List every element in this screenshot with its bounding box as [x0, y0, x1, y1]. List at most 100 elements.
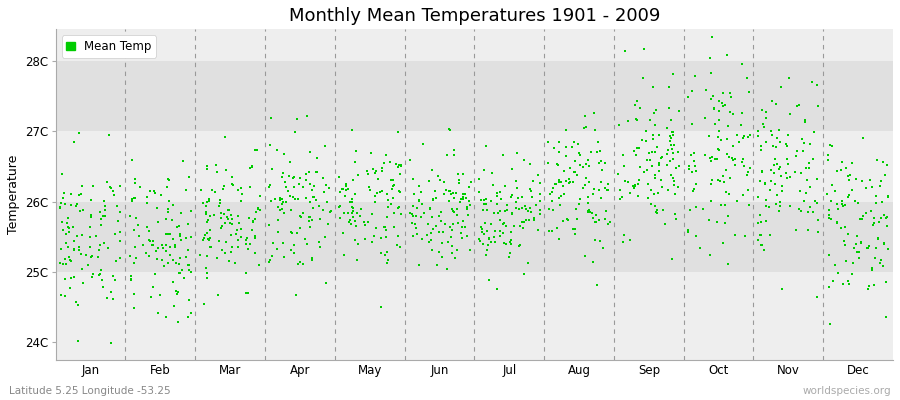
Point — [522, 204, 536, 211]
Point — [505, 210, 519, 216]
Point — [824, 182, 839, 188]
Point — [59, 261, 74, 268]
Point — [514, 218, 528, 225]
Point — [454, 230, 468, 236]
Point — [112, 229, 127, 235]
Point — [518, 217, 533, 223]
Point — [446, 208, 461, 214]
Point — [472, 238, 487, 244]
Point — [751, 220, 765, 226]
Point — [310, 169, 324, 176]
Point — [127, 305, 141, 312]
Point — [734, 158, 749, 165]
Point — [404, 220, 419, 226]
Point — [668, 211, 682, 218]
Point — [292, 225, 307, 231]
Point — [184, 208, 199, 214]
Point — [75, 266, 89, 272]
Point — [275, 240, 290, 246]
Point — [552, 178, 566, 185]
Point — [586, 191, 600, 197]
Point — [796, 148, 811, 154]
Point — [288, 196, 302, 202]
Point — [803, 141, 817, 148]
Point — [778, 170, 793, 176]
Point — [368, 193, 382, 200]
Point — [212, 238, 227, 244]
Point — [283, 192, 297, 199]
Point — [339, 181, 354, 187]
Point — [299, 170, 313, 177]
Point — [276, 253, 291, 260]
Point — [881, 193, 896, 199]
Point — [175, 267, 189, 273]
Point — [671, 108, 686, 114]
Point — [513, 242, 527, 248]
Point — [566, 139, 580, 145]
Point — [136, 242, 150, 248]
Point — [95, 284, 110, 290]
Point — [411, 198, 426, 204]
Point — [544, 228, 559, 234]
Point — [71, 338, 86, 344]
Point — [850, 199, 865, 206]
Point — [97, 240, 112, 246]
Point — [95, 277, 110, 283]
Point — [753, 232, 768, 238]
Point — [309, 197, 323, 203]
Point — [725, 143, 740, 149]
Point — [775, 285, 789, 292]
Point — [382, 158, 397, 165]
Point — [842, 172, 857, 178]
Point — [384, 176, 399, 183]
Point — [793, 188, 807, 194]
Point — [737, 133, 751, 139]
Point — [94, 222, 108, 228]
Point — [405, 210, 419, 217]
Point — [182, 266, 196, 273]
Point — [611, 170, 625, 177]
Point — [455, 191, 470, 197]
Point — [841, 231, 855, 237]
Point — [488, 238, 502, 245]
Point — [285, 230, 300, 236]
Point — [686, 188, 700, 194]
Point — [831, 206, 845, 212]
Point — [443, 224, 457, 230]
Point — [789, 226, 804, 233]
Point — [493, 228, 508, 234]
Point — [725, 111, 740, 117]
Point — [492, 208, 507, 214]
Point — [208, 189, 222, 196]
Point — [627, 183, 642, 189]
Point — [273, 196, 287, 202]
Point — [617, 178, 632, 184]
Point — [443, 127, 457, 133]
Point — [332, 202, 347, 209]
Point — [662, 158, 677, 165]
Point — [703, 154, 717, 161]
Point — [429, 262, 444, 268]
Point — [168, 242, 183, 249]
Point — [290, 116, 304, 123]
Point — [755, 242, 770, 248]
Point — [759, 115, 773, 121]
Point — [105, 188, 120, 194]
Point — [154, 192, 168, 198]
Point — [500, 241, 514, 247]
Point — [299, 195, 313, 202]
Point — [264, 182, 278, 188]
Point — [313, 216, 328, 222]
Point — [221, 206, 236, 213]
Point — [202, 198, 216, 204]
Point — [661, 187, 675, 194]
Point — [472, 236, 486, 242]
Point — [289, 292, 303, 298]
Y-axis label: Temperature: Temperature — [7, 155, 20, 234]
Point — [126, 227, 140, 233]
Point — [377, 252, 392, 258]
Point — [723, 90, 737, 96]
Point — [800, 209, 814, 216]
Point — [341, 186, 356, 192]
Point — [55, 219, 69, 225]
